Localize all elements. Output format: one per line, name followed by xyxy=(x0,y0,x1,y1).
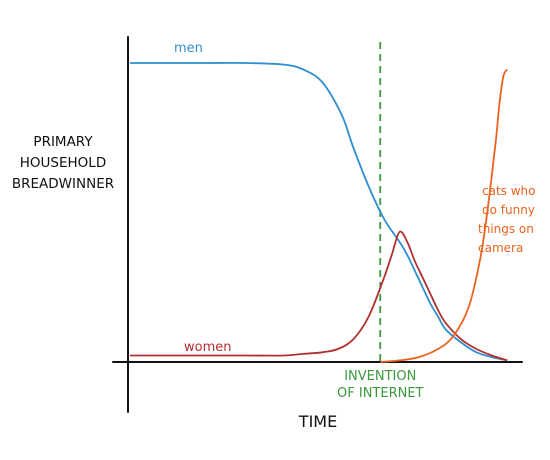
event-label-line-2: OF INTERNET xyxy=(337,386,424,401)
x-axis-label: TIME xyxy=(298,412,337,431)
series-label-men: men xyxy=(174,41,203,56)
cats-label-line-3: things on xyxy=(478,222,534,236)
y-axis-label-line-2: HOUSEHOLD xyxy=(20,155,106,171)
series-line-men xyxy=(130,61,508,362)
cats-label-line-1: cats who xyxy=(482,184,535,198)
series-line-cats xyxy=(380,68,509,363)
series-line-women xyxy=(130,230,508,362)
y-axis-label-line-3: BREADWINNER xyxy=(12,176,114,192)
cats-label-line-4: camera xyxy=(478,241,523,255)
event-label-line-1: INVENTION xyxy=(344,369,416,384)
y-axis-label-line-1: PRIMARY xyxy=(33,134,93,150)
series-label-women: women xyxy=(184,340,232,355)
cats-label-line-2: do funny xyxy=(482,203,535,217)
series-label-cats: cats who do funny things on camera xyxy=(478,184,535,255)
